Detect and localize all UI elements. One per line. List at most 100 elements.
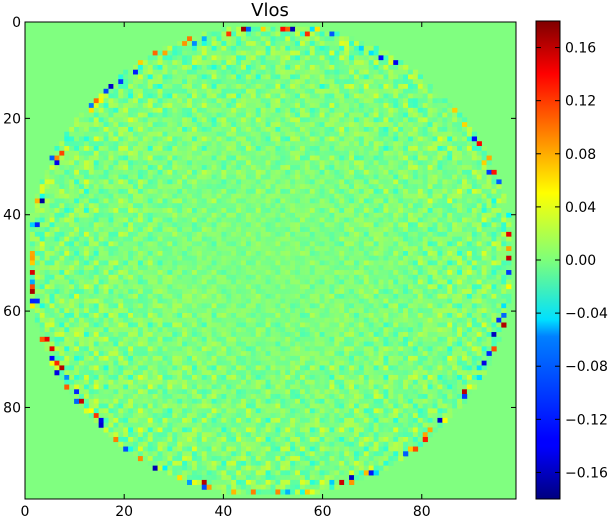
heatmap-cell [295, 298, 301, 304]
heatmap-cell [177, 131, 183, 137]
heatmap-cell [93, 265, 99, 271]
heatmap-cell [339, 69, 345, 75]
heatmap-cell [363, 231, 369, 237]
heatmap-cell [285, 308, 291, 314]
heatmap-cell [417, 312, 424, 319]
heatmap-cell [108, 88, 114, 94]
heatmap-cell [182, 60, 188, 66]
heatmap-cell [44, 260, 50, 266]
heatmap-cell [393, 208, 399, 214]
heatmap-cell [241, 107, 247, 113]
heatmap-cell [29, 255, 36, 261]
heatmap-cell [324, 184, 330, 190]
heatmap-cell [299, 112, 306, 118]
heatmap-cell [407, 217, 414, 223]
heatmap-cell [137, 284, 144, 290]
heatmap-cell [461, 188, 468, 195]
heatmap-cell [442, 289, 448, 295]
heatmap-cell [147, 255, 153, 261]
heatmap-cell [236, 222, 242, 228]
heatmap-cell [54, 255, 60, 261]
heatmap-cell [270, 88, 276, 94]
heatmap-cell [260, 155, 266, 161]
heatmap-cell [432, 298, 438, 304]
heatmap-cell [349, 64, 355, 70]
heatmap-cell [265, 55, 271, 61]
heatmap-cell [368, 227, 374, 233]
heatmap-cell [221, 26, 227, 32]
heatmap-cell [236, 74, 242, 80]
heatmap-cell [113, 141, 119, 147]
heatmap-cell [314, 79, 320, 85]
heatmap-cell [407, 265, 414, 271]
heatmap-cell [172, 203, 178, 209]
heatmap-cell [241, 136, 247, 142]
heatmap-cell [241, 31, 247, 37]
heatmap-cell [442, 160, 448, 166]
heatmap-cell [471, 303, 478, 309]
heatmap-cell [393, 141, 399, 147]
heatmap-cell [260, 131, 266, 137]
heatmap-cell [147, 169, 153, 175]
heatmap-cell [191, 222, 198, 228]
heatmap-cell [383, 150, 389, 156]
heatmap-cell [358, 222, 365, 228]
heatmap-cell [172, 150, 178, 156]
heatmap-cell [329, 50, 335, 56]
heatmap-cell [260, 227, 266, 233]
heatmap-cell [275, 55, 281, 61]
heatmap-cell [221, 236, 227, 242]
heatmap-cell [393, 74, 399, 80]
heatmap-cell [329, 241, 335, 247]
heatmap-cell [93, 174, 99, 180]
heatmap-cell [403, 107, 409, 113]
heatmap-cell [407, 227, 414, 233]
heatmap-cell [98, 131, 104, 137]
heatmap-cell [270, 260, 276, 266]
heatmap-cell [319, 165, 325, 171]
heatmap-cell [344, 188, 350, 195]
heatmap-cell [486, 217, 492, 223]
heatmap-cell [103, 184, 109, 190]
heatmap-cell [216, 31, 222, 37]
heatmap-cell [196, 188, 203, 195]
heatmap-cell [152, 126, 158, 133]
heatmap-cell [191, 64, 198, 70]
heatmap-cell [196, 284, 203, 290]
heatmap-cell [236, 236, 242, 242]
heatmap-cell [329, 150, 335, 156]
heatmap-cell [466, 241, 473, 247]
heatmap-cell [250, 279, 257, 285]
heatmap-cell [344, 98, 350, 104]
heatmap-cell [88, 312, 95, 319]
heatmap-cell [216, 284, 222, 290]
heatmap-cell [39, 308, 45, 314]
heatmap-cell [422, 160, 428, 166]
heatmap-cell [334, 60, 340, 66]
heatmap-cell [133, 293, 139, 299]
heatmap-cell [49, 231, 55, 237]
heatmap-cell [167, 84, 173, 90]
heatmap-cell [142, 88, 149, 94]
heatmap-cell [206, 36, 212, 42]
heatmap-cell [118, 198, 124, 204]
heatmap-cell [241, 298, 247, 304]
heatmap-cell [255, 155, 261, 161]
heatmap-cell [407, 293, 414, 299]
heatmap-cell [481, 260, 487, 266]
heatmap-cell [177, 217, 183, 223]
heatmap-cell [88, 193, 95, 199]
heatmap-cell [280, 260, 286, 266]
heatmap-cell [157, 222, 163, 228]
heatmap-cell [113, 241, 119, 247]
heatmap-cell [142, 174, 149, 180]
heatmap-cell [29, 265, 36, 271]
heatmap-cell [398, 293, 404, 299]
heatmap-cell [412, 103, 419, 109]
heatmap-cell [457, 270, 463, 276]
heatmap-cell [373, 141, 379, 147]
heatmap-cell [83, 260, 90, 266]
heatmap-cell [88, 169, 95, 175]
heatmap-cell [241, 308, 247, 314]
heatmap-cell [226, 55, 232, 61]
